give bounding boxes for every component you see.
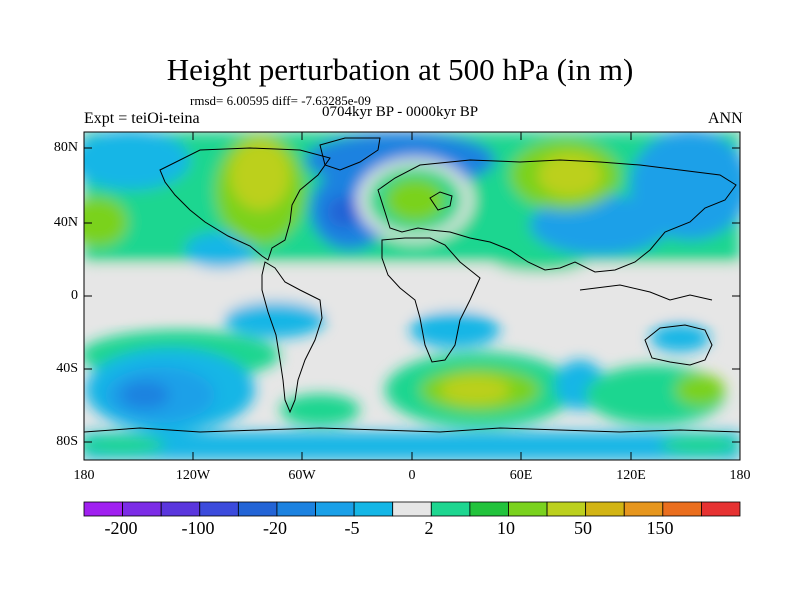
lon-label-180e: 180	[729, 468, 751, 483]
colorbar-swatch	[701, 501, 741, 517]
colorbar-swatch	[662, 501, 702, 517]
colorbar-swatch	[353, 501, 394, 517]
colorbar-swatch	[160, 501, 201, 517]
colorbar-swatch	[315, 501, 355, 517]
colorbar-swatch	[392, 501, 432, 517]
colorbar-label: -200	[104, 518, 138, 538]
lon-label-180w: 180	[73, 468, 95, 483]
colorbar-swatch	[430, 501, 471, 517]
lon-label-60w: 60W	[288, 468, 316, 483]
lon-label-60e: 60E	[509, 468, 533, 483]
colorbar-swatch	[585, 501, 625, 517]
colorbar-label: 50	[574, 518, 592, 538]
lat-label-40s: 40S	[56, 361, 78, 376]
coastlines	[84, 137, 740, 433]
colorbar-swatch	[546, 501, 587, 517]
colorbar-label: 2	[424, 518, 434, 538]
colorbar-swatch	[237, 501, 278, 517]
lon-label-120e: 120E	[616, 468, 646, 483]
season-label: ANN	[708, 110, 743, 127]
colorbar-swatch	[623, 501, 664, 517]
lat-label-80n: 80N	[53, 140, 78, 155]
colorbar-label: 150	[646, 518, 674, 538]
experiment-label: Expt = teiOi-teina	[84, 110, 200, 127]
colorbar-swatch	[276, 501, 316, 517]
colorbar-swatch	[83, 501, 123, 517]
colorbar-label: 10	[497, 518, 515, 538]
lon-label-120w: 120W	[175, 468, 211, 483]
colorbar-label: -20	[263, 518, 287, 538]
colorbar-swatch	[508, 501, 548, 517]
map-title: Height perturbation at 500 hPa (in m)	[166, 52, 634, 87]
rmsd-stats: rmsd= 6.00595 diff= -7.63285e-09	[190, 93, 371, 108]
colorbar-swatch	[122, 501, 162, 517]
colorbar-label: -100	[181, 518, 215, 538]
lat-label-40n: 40N	[53, 215, 78, 230]
lat-label-0: 0	[71, 288, 78, 303]
lon-label-0: 0	[408, 468, 416, 483]
axis-ticks	[83, 132, 741, 460]
time-period: 0704kyr BP - 0000kyr BP	[322, 104, 479, 120]
colorbar-swatch	[199, 501, 239, 517]
map-panel	[84, 132, 740, 460]
colorbar-swatch	[469, 501, 509, 517]
colorbar	[83, 501, 741, 517]
colorbar-label: -5	[344, 518, 360, 538]
lat-label-80s: 80S	[56, 434, 78, 449]
